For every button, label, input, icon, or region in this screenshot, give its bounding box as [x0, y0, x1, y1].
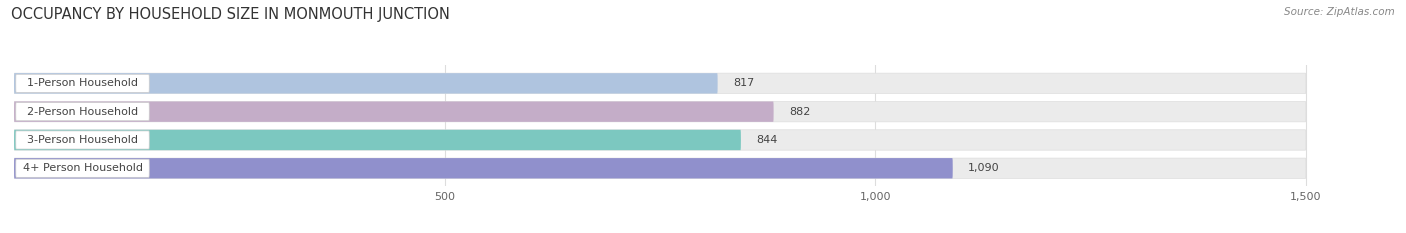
FancyBboxPatch shape	[14, 102, 1306, 122]
Text: 3-Person Household: 3-Person Household	[27, 135, 138, 145]
FancyBboxPatch shape	[14, 158, 953, 178]
FancyBboxPatch shape	[14, 130, 1306, 150]
FancyBboxPatch shape	[15, 131, 149, 149]
Text: 844: 844	[756, 135, 778, 145]
FancyBboxPatch shape	[14, 130, 741, 150]
Text: 1-Person Household: 1-Person Household	[27, 78, 138, 88]
FancyBboxPatch shape	[14, 158, 1306, 178]
FancyBboxPatch shape	[15, 159, 149, 177]
FancyBboxPatch shape	[15, 103, 149, 121]
Text: 1,090: 1,090	[969, 163, 1000, 173]
FancyBboxPatch shape	[14, 73, 717, 93]
Text: Source: ZipAtlas.com: Source: ZipAtlas.com	[1284, 7, 1395, 17]
Text: 882: 882	[789, 107, 810, 117]
Text: 817: 817	[733, 78, 755, 88]
Text: 2-Person Household: 2-Person Household	[27, 107, 138, 117]
Text: OCCUPANCY BY HOUSEHOLD SIZE IN MONMOUTH JUNCTION: OCCUPANCY BY HOUSEHOLD SIZE IN MONMOUTH …	[11, 7, 450, 22]
FancyBboxPatch shape	[14, 73, 1306, 93]
FancyBboxPatch shape	[14, 102, 773, 122]
Text: 4+ Person Household: 4+ Person Household	[22, 163, 142, 173]
FancyBboxPatch shape	[15, 74, 149, 93]
